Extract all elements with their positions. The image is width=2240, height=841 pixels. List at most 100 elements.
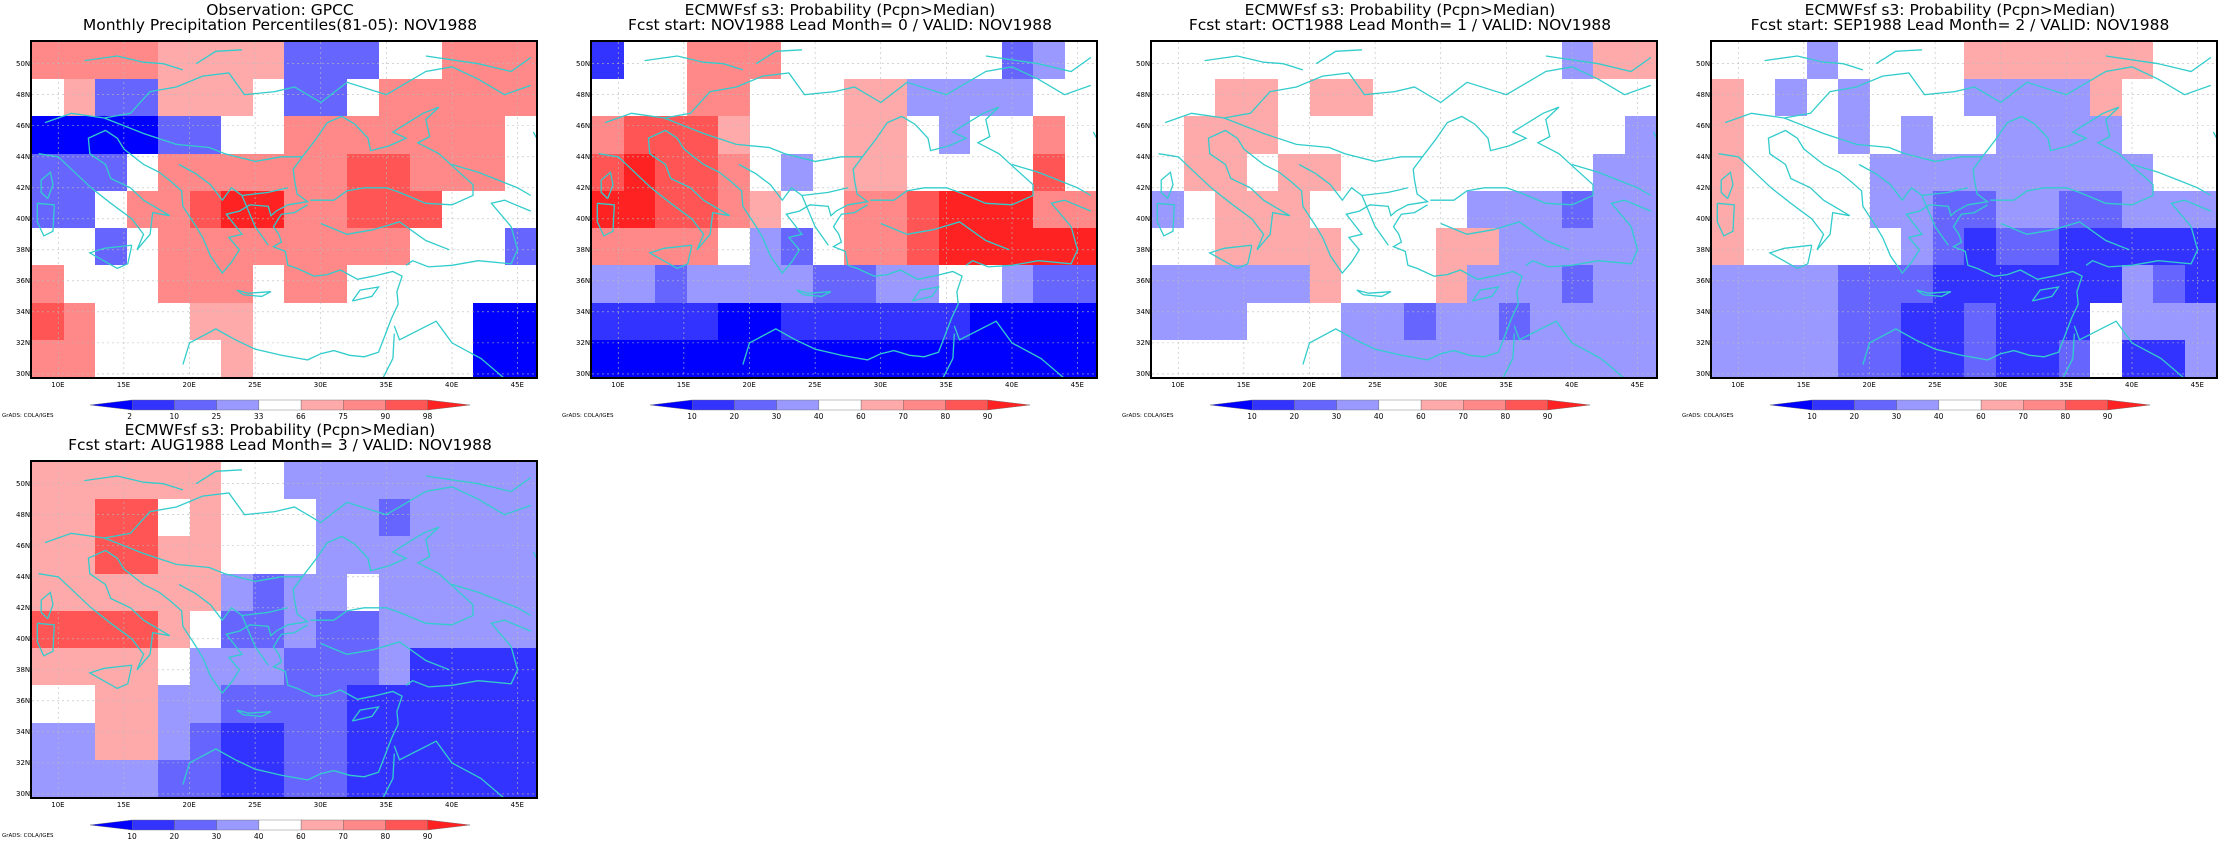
heatmap-cell xyxy=(126,610,158,649)
heatmap-cell xyxy=(63,462,95,500)
coastline xyxy=(648,244,693,270)
x-tick-label: 25E xyxy=(248,801,262,809)
heatmap-cell xyxy=(410,153,442,191)
heatmap-cell xyxy=(284,722,316,760)
heatmap-grid xyxy=(32,462,536,797)
heatmap-cell xyxy=(1372,302,1404,340)
heatmap-cell xyxy=(63,265,95,303)
heatmap-cell xyxy=(347,190,379,229)
heatmap-cell xyxy=(655,339,687,377)
heatmap-cell xyxy=(1743,265,1775,303)
heatmap-cell xyxy=(504,265,536,303)
colorbar-segment xyxy=(174,399,217,411)
colorbar-label: 80 xyxy=(940,412,951,421)
heatmap-cell xyxy=(158,42,190,80)
y-tick-label: 50N xyxy=(16,479,31,488)
heatmap-cell xyxy=(1593,302,1625,340)
heatmap-cell xyxy=(221,302,253,340)
heatmap-cell xyxy=(441,116,473,154)
coastline xyxy=(1440,221,1570,251)
colorbar-segment xyxy=(385,399,428,411)
heatmap-cell xyxy=(938,153,970,191)
x-tick-label: 45E xyxy=(510,801,524,809)
y-tick-label: 34N xyxy=(16,727,31,736)
heatmap-cell xyxy=(938,302,970,340)
heatmap-cell xyxy=(126,153,158,191)
heatmap-cell xyxy=(126,536,158,574)
heatmap-cell xyxy=(1001,153,1033,191)
heatmap-cell xyxy=(126,42,158,80)
heatmap-cell xyxy=(1743,302,1775,340)
heatmap-cell xyxy=(189,685,221,723)
heatmap-cell xyxy=(284,265,316,303)
heatmap-cell xyxy=(441,573,473,611)
heatmap-cell xyxy=(1467,339,1499,377)
coastline xyxy=(953,320,1064,377)
x-tick-label: 10E xyxy=(611,381,625,389)
y-tick-label: 48N xyxy=(1696,90,1711,99)
heatmap-cell xyxy=(2184,265,2216,303)
coastline xyxy=(1764,55,1864,71)
heatmap-cell xyxy=(907,42,939,80)
heatmap-cell xyxy=(126,339,158,377)
heatmap-cell xyxy=(189,648,221,686)
heatmap-cell xyxy=(1215,116,1247,154)
colorbar-segment xyxy=(1463,399,1506,411)
heatmap-cell xyxy=(504,42,536,80)
heatmap-cell xyxy=(1215,42,1247,80)
colorbar-segment xyxy=(818,399,862,411)
heatmap-cell xyxy=(1498,42,1530,80)
heatmap-cell xyxy=(284,302,316,340)
heatmap-cell xyxy=(718,79,750,117)
heatmap-cell xyxy=(1064,265,1096,303)
heatmap-cell xyxy=(2027,339,2059,377)
y-tick-label: 38N xyxy=(16,665,31,674)
panel-subtitle: Fcst start: OCT1988 Lead Month= 1 / VALI… xyxy=(1188,16,1612,34)
heatmap-cell xyxy=(252,42,284,80)
heatmap-cell xyxy=(844,42,876,80)
coastline xyxy=(320,641,450,671)
heatmap-cell xyxy=(781,116,813,154)
heatmap-cell xyxy=(812,116,844,154)
heatmap-cell xyxy=(623,153,655,191)
heatmap-cell xyxy=(63,499,95,537)
heatmap-cell xyxy=(284,228,316,266)
heatmap-cell xyxy=(63,79,95,117)
heatmap-cell xyxy=(970,265,1002,303)
colorbar-segment xyxy=(216,819,260,831)
heatmap-cell xyxy=(189,462,221,500)
coastline xyxy=(598,106,1034,275)
y-tick-label: 40N xyxy=(576,214,591,223)
heatmap-cell xyxy=(189,79,221,117)
coastline xyxy=(604,66,1092,124)
coastline xyxy=(1164,66,1652,124)
heatmap-cell xyxy=(95,722,127,760)
coastline xyxy=(425,55,532,73)
heatmap-cell xyxy=(1309,265,1341,303)
heatmap-cell xyxy=(378,499,410,537)
heatmap-cell xyxy=(473,759,505,797)
heatmap-cell xyxy=(1372,79,1404,117)
coastline xyxy=(2073,320,2184,377)
coastline xyxy=(1156,202,1175,237)
colorbar-segment xyxy=(1812,399,1855,411)
heatmap-cell xyxy=(1467,79,1499,117)
coastline xyxy=(241,195,269,246)
heatmap-cell xyxy=(2058,302,2090,340)
heatmap-cell xyxy=(2153,190,2185,229)
heatmap-cell xyxy=(504,536,536,574)
y-tick-label: 36N xyxy=(576,276,591,285)
heatmap-cell xyxy=(623,42,655,80)
heatmap-cell xyxy=(504,685,536,723)
coastline xyxy=(425,475,532,493)
x-tick-label: 40E xyxy=(2125,381,2139,389)
heatmap-cell xyxy=(347,685,379,723)
map-panel: ECMWFsf s3: Probability (Pcpn>Median) Fcs… xyxy=(560,0,1120,421)
heatmap-cell xyxy=(938,42,970,80)
x-tick-label: 35E xyxy=(939,381,953,389)
panel-title: ECMWFsf s3: Probability (Pcpn>Median) xyxy=(124,421,436,439)
heatmap-cell xyxy=(1561,79,1593,117)
heatmap-cell xyxy=(2090,339,2122,377)
coastline-overlay xyxy=(1716,49,2216,377)
heatmap-cell xyxy=(2184,42,2216,80)
